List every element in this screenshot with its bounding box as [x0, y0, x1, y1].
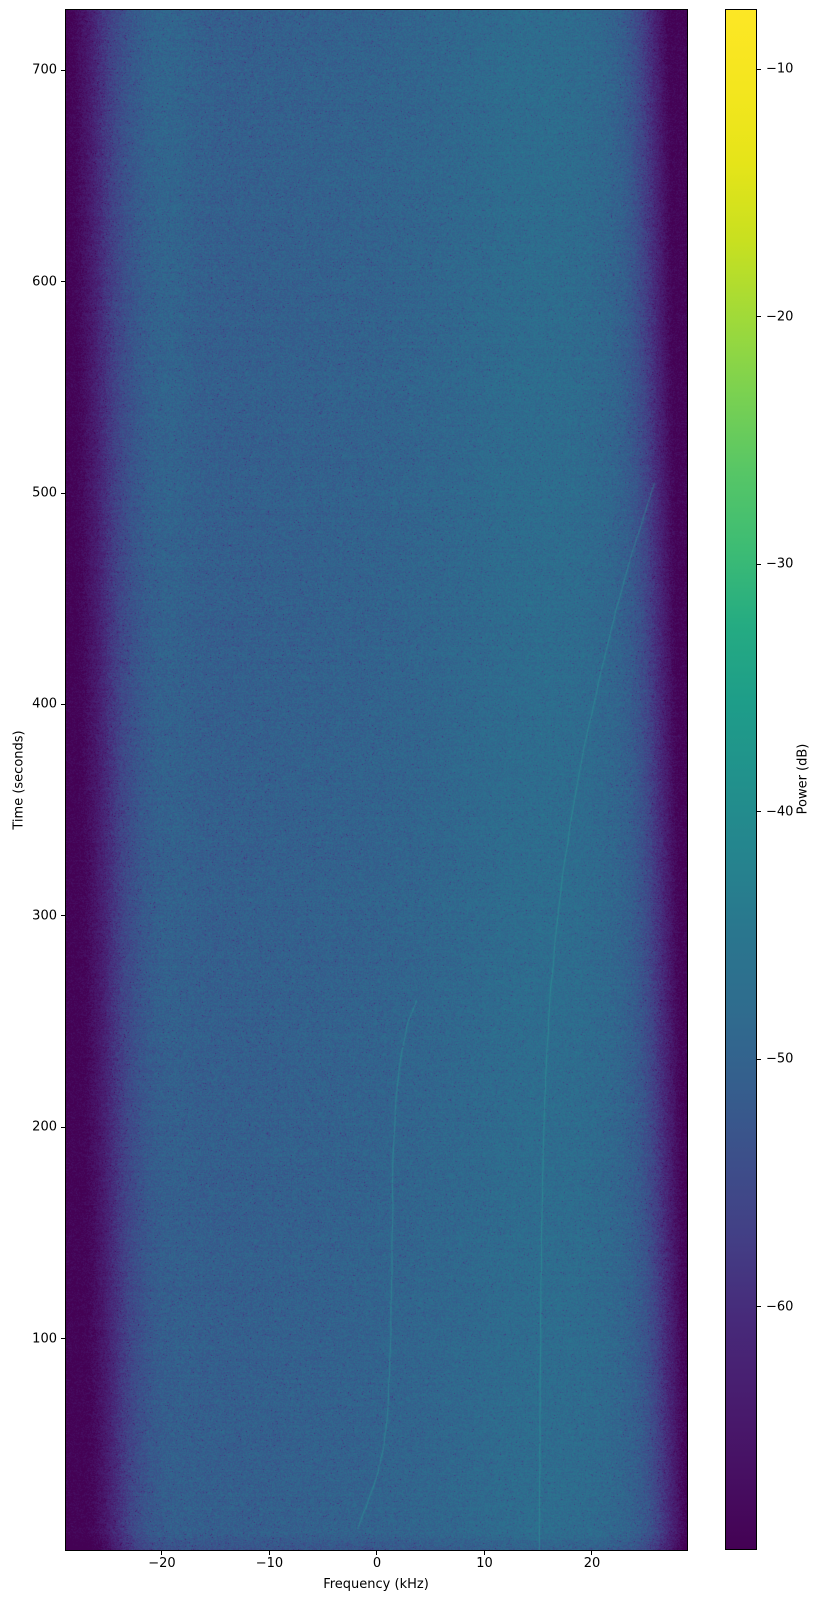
x-axis-tick — [269, 1551, 270, 1555]
y-axis-tick — [61, 704, 65, 705]
spectrogram-figure: −20 −10 0 10 20 100 200 300 400 500 600 700 −10 −20… — [0, 0, 823, 1603]
x-axis-tick — [376, 1551, 377, 1555]
colorbar-tick-label: −40 — [766, 804, 793, 819]
x-axis-tick-label: −10 — [256, 1556, 283, 1571]
colorbar-tick — [757, 1306, 761, 1307]
y-axis-tick-label: 500 — [0, 486, 57, 501]
x-axis-tick — [161, 1551, 162, 1555]
y-axis-tick-label: 400 — [0, 697, 57, 712]
y-axis-tick-label: 600 — [0, 274, 57, 289]
x-axis-tick-label: 0 — [373, 1556, 381, 1571]
colorbar — [725, 9, 757, 1550]
y-axis-tick — [61, 70, 65, 71]
x-axis-label: Frequency (kHz) — [323, 1577, 429, 1592]
colorbar-tick — [757, 1059, 761, 1060]
y-axis-tick — [61, 915, 65, 916]
spectrogram-canvas — [66, 10, 687, 1550]
x-axis-tick — [484, 1551, 485, 1555]
colorbar-tick-label: −30 — [766, 557, 793, 572]
y-axis-tick — [61, 1338, 65, 1339]
colorbar-label: Power (dB) — [796, 744, 811, 815]
x-axis-tick-label: −20 — [148, 1556, 175, 1571]
spectrogram-plot-area — [65, 9, 688, 1551]
x-axis-tick-label: 20 — [584, 1556, 601, 1571]
colorbar-tick-label: −10 — [766, 62, 793, 77]
y-axis-tick-label: 700 — [0, 63, 57, 78]
y-axis-tick-label: 300 — [0, 908, 57, 923]
y-axis-tick — [61, 281, 65, 282]
y-axis-tick-label: 100 — [0, 1331, 57, 1346]
y-axis-label: Time (seconds) — [12, 730, 27, 829]
colorbar-tick-label: −50 — [766, 1052, 793, 1067]
x-axis-tick — [591, 1551, 592, 1555]
x-axis-tick-label: 10 — [476, 1556, 493, 1571]
y-axis-tick — [61, 493, 65, 494]
y-axis-tick — [61, 1127, 65, 1128]
y-axis-tick-label: 200 — [0, 1120, 57, 1135]
colorbar-tick — [757, 69, 761, 70]
colorbar-tick — [757, 564, 761, 565]
colorbar-tick-label: −60 — [766, 1299, 793, 1314]
colorbar-tick — [757, 811, 761, 812]
colorbar-tick — [757, 316, 761, 317]
colorbar-gradient — [726, 10, 756, 1549]
colorbar-tick-label: −20 — [766, 309, 793, 324]
